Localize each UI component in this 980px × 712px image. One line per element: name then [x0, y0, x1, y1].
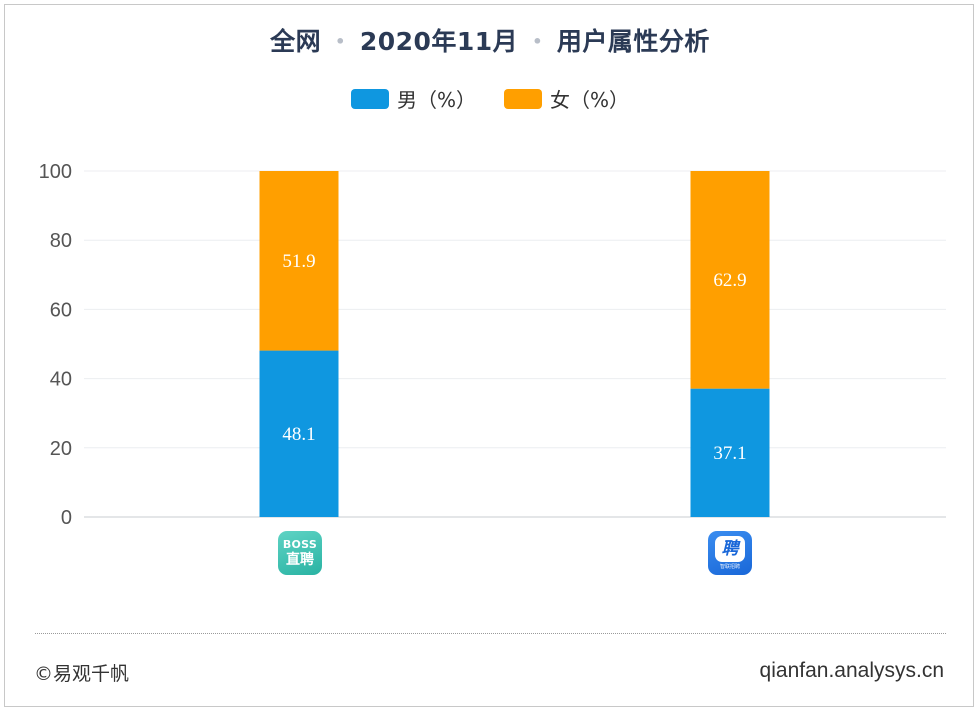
title-separator: •	[532, 32, 543, 51]
legend-label-female: 女（%）	[550, 88, 630, 112]
legend-label-male: 男（%）	[396, 88, 476, 112]
y-tick-label: 100	[39, 161, 72, 183]
site-url: qianfan.analysys.cn	[759, 659, 944, 682]
zhilian-app-icon: 聘 智联招聘	[708, 531, 752, 575]
bar-male	[690, 388, 770, 517]
zhilian-icon-glyph: 聘	[715, 536, 745, 562]
y-tick-label: 20	[50, 438, 72, 460]
title-scope: 全网	[270, 27, 322, 56]
legend-swatch-female	[504, 88, 542, 109]
data-label: 62.9	[713, 270, 746, 291]
title-separator: •	[335, 32, 346, 51]
y-tick-label: 60	[50, 299, 72, 321]
legend-swatch-male	[350, 88, 389, 109]
footer-divider	[35, 633, 946, 634]
boss-icon-line1: BOSS	[282, 538, 318, 551]
zhilian-icon-caption: 智联招聘	[719, 564, 740, 570]
y-tick-label: 40	[50, 369, 72, 391]
legend: 男（%） 女（%）	[0, 84, 980, 113]
chart-frame	[4, 4, 974, 707]
title-topic: 用户属性分析	[556, 27, 710, 56]
copyright: ©易观千帆	[34, 663, 130, 685]
boss-icon-line2: 直聘	[286, 552, 314, 568]
legend-item-female[interactable]: 女（%）	[504, 84, 629, 113]
legend-item-male[interactable]: 男（%）	[350, 84, 476, 113]
y-tick-label: 80	[50, 230, 72, 252]
data-label: 48.1	[282, 424, 315, 445]
bar-female	[690, 171, 770, 389]
title-period: 2020年11月	[359, 27, 519, 56]
y-tick-label: 0	[61, 507, 72, 529]
bar-male	[259, 350, 339, 517]
boss-zhipin-app-icon: BOSS 直聘	[278, 531, 322, 575]
bar-female	[259, 171, 339, 351]
data-label: 51.9	[282, 251, 315, 272]
data-label: 37.1	[713, 443, 746, 464]
chart-title: 全网 • 2020年11月 • 用户属性分析	[0, 22, 980, 58]
